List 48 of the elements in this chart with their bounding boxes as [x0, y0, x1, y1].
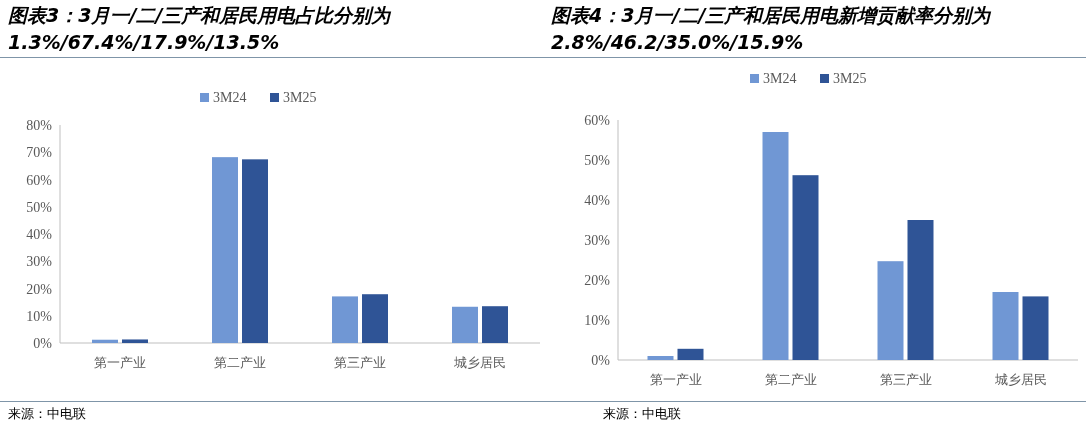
bar	[907, 220, 934, 360]
bar	[677, 348, 704, 360]
legend-label: 3M24	[213, 90, 247, 105]
x-tick-label: 第二产业	[214, 355, 266, 370]
bar	[212, 157, 238, 343]
chart-title: 图表4：3月一/二/三产和居民用电新增贡献率分别为2.8%/46.2/35.0%/15.9%	[551, 3, 992, 55]
y-tick-label: 60%	[26, 172, 53, 188]
y-tick-label: 20%	[26, 281, 53, 297]
y-tick-label: 70%	[26, 145, 53, 161]
bar	[332, 296, 358, 343]
y-tick-label: 30%	[26, 254, 53, 270]
legend-label: 3M24	[763, 71, 797, 86]
source-note: 来源：中电联	[8, 405, 86, 423]
source-note: 来源：中电联	[603, 405, 681, 423]
y-tick-label: 40%	[584, 193, 611, 208]
bar	[792, 175, 819, 360]
y-tick-label: 30%	[584, 233, 611, 248]
bar	[242, 159, 268, 343]
y-tick-label: 40%	[26, 227, 53, 242]
bar	[647, 356, 674, 360]
bar	[362, 294, 388, 343]
y-tick-label: 10%	[584, 313, 611, 328]
chart-title: 图表3：3月一/二/三产和居民用电占比分别为1.3%/67.4%/17.9%/13.5%	[8, 3, 392, 55]
y-tick-label: 10%	[26, 308, 53, 324]
x-tick-label: 第一产业	[94, 355, 146, 370]
y-tick-label: 50%	[26, 199, 53, 215]
y-tick-label: 60%	[584, 113, 611, 128]
y-tick-label: 0%	[33, 336, 53, 351]
y-tick-label: 20%	[584, 273, 611, 288]
x-tick-label: 城乡居民	[993, 372, 1047, 387]
bar	[92, 339, 118, 343]
x-tick-label: 第一产业	[649, 372, 702, 387]
legend-label: 3M25	[283, 90, 317, 105]
y-tick-label: 50%	[584, 153, 611, 168]
bar	[877, 261, 904, 360]
bar	[1022, 296, 1049, 360]
x-tick-label: 城乡居民	[453, 355, 506, 370]
y-tick-label: 0%	[591, 353, 611, 368]
x-tick-label: 第二产业	[764, 372, 817, 387]
x-tick-label: 第三产业	[879, 372, 932, 387]
bar	[452, 306, 478, 343]
bar	[122, 339, 148, 343]
bar	[992, 292, 1019, 360]
y-tick-label: 80%	[26, 118, 53, 133]
bar	[482, 306, 508, 343]
legend-label: 3M25	[833, 71, 867, 86]
x-tick-label: 第三产业	[334, 355, 386, 370]
bar	[762, 132, 789, 360]
